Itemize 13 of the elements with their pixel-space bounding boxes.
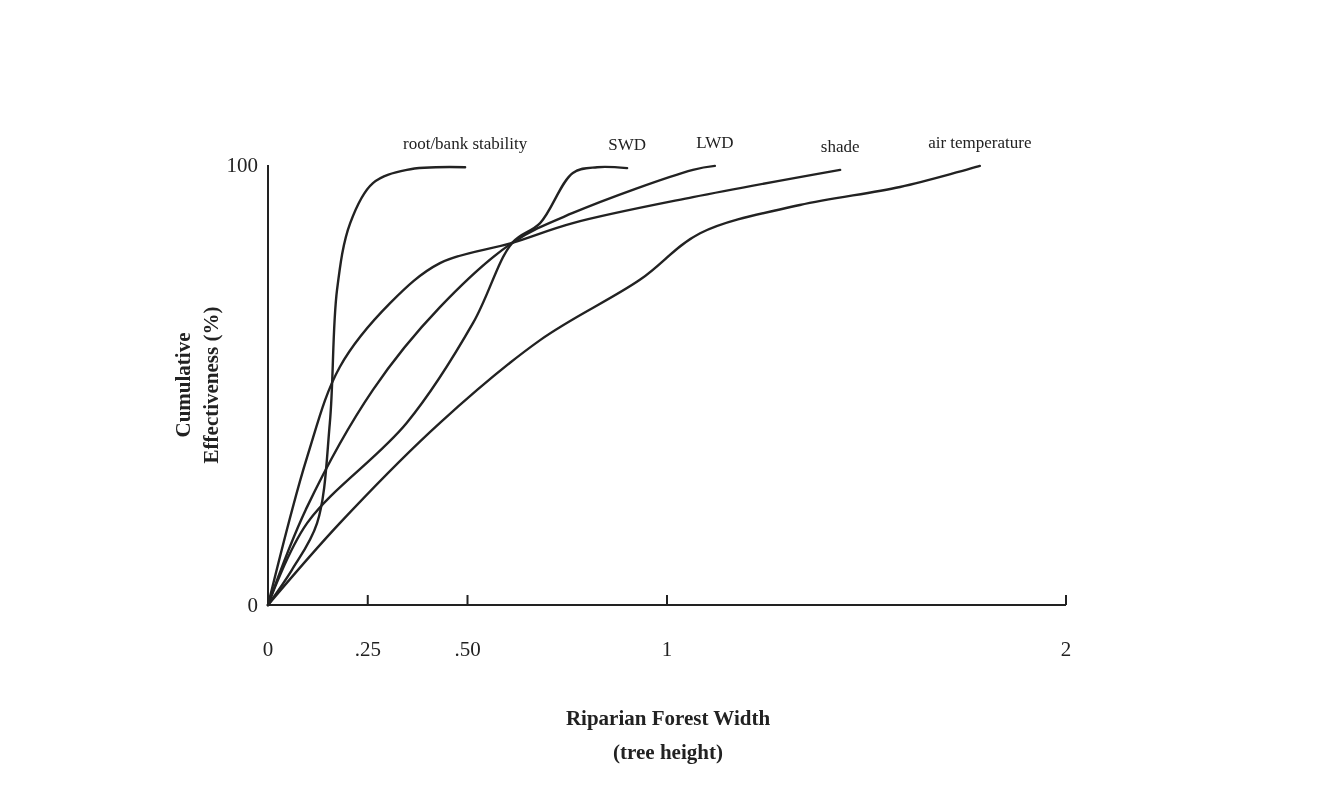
series-label: root/bank stability	[403, 134, 528, 154]
x-tick-label: 1	[661, 637, 673, 661]
y-tick-label: 100	[226, 153, 258, 177]
y-axis-title: Cumulative Effectiveness (%)	[171, 306, 223, 464]
x-tick-label: 0	[262, 637, 274, 661]
series-label: SWD	[608, 135, 646, 155]
x-tick-label: .25	[354, 637, 381, 661]
x-tick-label: .50	[454, 637, 481, 661]
x-tick-label: 2	[1060, 637, 1072, 661]
x-axis-title: Riparian Forest Width (tree height)	[565, 706, 771, 764]
series-label: shade	[820, 136, 860, 156]
series-label: LWD	[696, 132, 734, 152]
series-label: air temperature	[928, 132, 1032, 152]
